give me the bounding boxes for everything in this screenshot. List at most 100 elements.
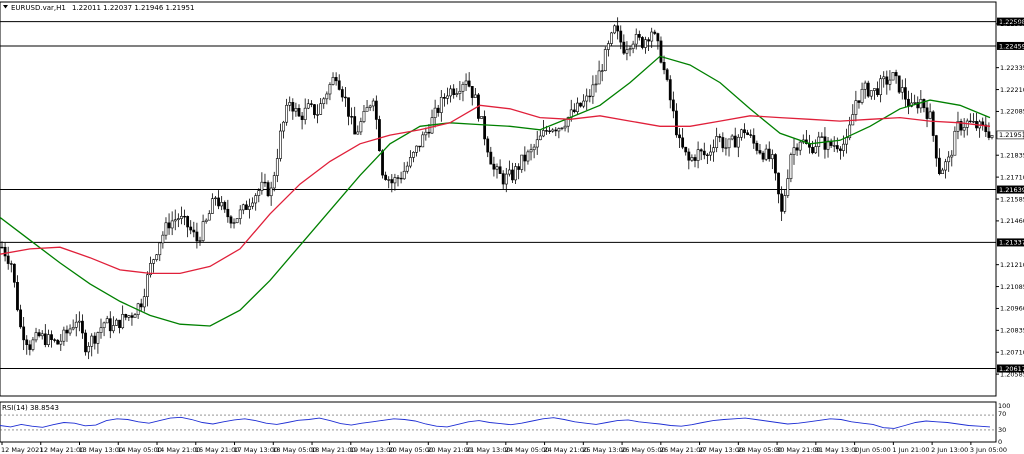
candle-bull [408, 157, 412, 167]
candle-bull [238, 209, 242, 219]
candle-bear [291, 102, 295, 112]
price-tick-label: 1.22335 [1000, 64, 1024, 72]
candle-bull [542, 130, 545, 137]
candle-bear [56, 339, 60, 345]
price-tick-label: 1.20960 [1000, 305, 1024, 313]
candle-bear [263, 181, 267, 184]
candle-bull [650, 31, 654, 42]
price-tick-label: 1.20585 [1000, 370, 1024, 378]
candle-bull [764, 148, 768, 160]
candle-bear [743, 129, 746, 134]
candle-bull [953, 130, 957, 156]
candle-bull [359, 121, 363, 133]
candle-bull [842, 143, 845, 151]
chevron-down-icon[interactable] [3, 5, 8, 9]
candle-bear [619, 30, 623, 43]
candle-bear [752, 135, 756, 144]
candle-bear [662, 62, 666, 71]
level-tag-text: 1.21337 [999, 239, 1024, 247]
level-tag [997, 41, 1024, 50]
candles [0, 17, 994, 360]
candle-bull [696, 149, 700, 161]
candle-bull [560, 127, 564, 130]
ma-slow-line [0, 104, 991, 275]
price-tick-label: 1.20835 [1000, 327, 1024, 335]
rsi-label: RSI(14) 38.8543 [2, 404, 59, 412]
candle-bull [235, 218, 239, 223]
candle-bull [869, 90, 873, 97]
candle-bull [526, 151, 530, 162]
candle-bull [424, 131, 428, 136]
candle-bear [378, 119, 381, 152]
candle-bull [316, 114, 319, 116]
candle-bull [603, 49, 607, 72]
candle-bull [158, 242, 162, 256]
candle-bull [520, 154, 524, 170]
time-tick-label: 31 May 13:00 [815, 446, 860, 454]
candle-bear [186, 216, 190, 228]
candle-bear [139, 303, 143, 308]
price-tick-label: 1.22085 [1000, 108, 1024, 116]
candle-bull [585, 95, 589, 102]
candle-bull [715, 136, 719, 149]
price-tick-label: 1.22210 [1000, 86, 1024, 94]
candle-bear [192, 229, 196, 233]
candle-bear [3, 246, 7, 257]
candle-bear [118, 319, 121, 329]
candle-bear [665, 69, 669, 80]
candle-bull [439, 96, 443, 113]
time-tick-label: 28 May 05:00 [737, 446, 782, 454]
candle-bull [257, 190, 261, 196]
candle-bull [102, 322, 106, 329]
header: EURUSD.var,H1 1.22011 1.22037 1.21946 1.… [3, 4, 194, 12]
candle-bull [591, 84, 595, 97]
candle-bear [427, 131, 431, 134]
candle-bear [399, 177, 403, 180]
candle-bull [690, 157, 694, 161]
candle-bear [167, 222, 171, 229]
level-tag [997, 185, 1024, 194]
candle-bull [294, 108, 298, 112]
candle-bear [897, 75, 901, 93]
candle-bear [266, 182, 270, 197]
candle-bull [260, 181, 264, 191]
candle-bull [282, 121, 285, 132]
candle-bull [402, 170, 406, 180]
candle-bull [155, 254, 159, 260]
candle-bear [641, 37, 644, 48]
candle-bear [467, 80, 471, 87]
candle-bull [913, 102, 917, 104]
candle-bear [835, 145, 839, 150]
candle-bear [9, 263, 13, 265]
candle-bull [68, 328, 72, 334]
candle-bull [170, 220, 174, 229]
rsi-level-70: 70 [998, 410, 1006, 418]
candle-bear [767, 148, 771, 160]
candle-bear [916, 102, 920, 109]
candle-bear [81, 320, 84, 334]
rsi-line [0, 416, 991, 429]
candle-bull [207, 213, 211, 221]
candle-bear [705, 154, 709, 156]
candle-bull [405, 165, 409, 172]
candle-bear [687, 151, 691, 161]
candle-bull [863, 82, 867, 90]
horizontal-levels: 1.22598 1.22459 1.21639 1.21337 1.20617 [0, 17, 1024, 373]
rsi-scale-bottom: 0 [998, 438, 1002, 446]
candle-bear [922, 99, 926, 109]
candle-bull [248, 205, 251, 210]
candle-bear [758, 150, 762, 154]
candle-bull [77, 320, 81, 323]
candle-bull [507, 169, 511, 175]
candle-bear [297, 108, 301, 117]
candle-bear [130, 315, 134, 318]
candle-bull [322, 98, 326, 105]
candle-bull [387, 179, 391, 181]
candle-bear [28, 344, 32, 350]
candle-bull [944, 161, 947, 171]
candle-bull [848, 124, 852, 139]
candle-bull [814, 146, 818, 154]
price-tick-label: 1.21585 [1000, 195, 1024, 203]
candle-bear [390, 179, 394, 184]
